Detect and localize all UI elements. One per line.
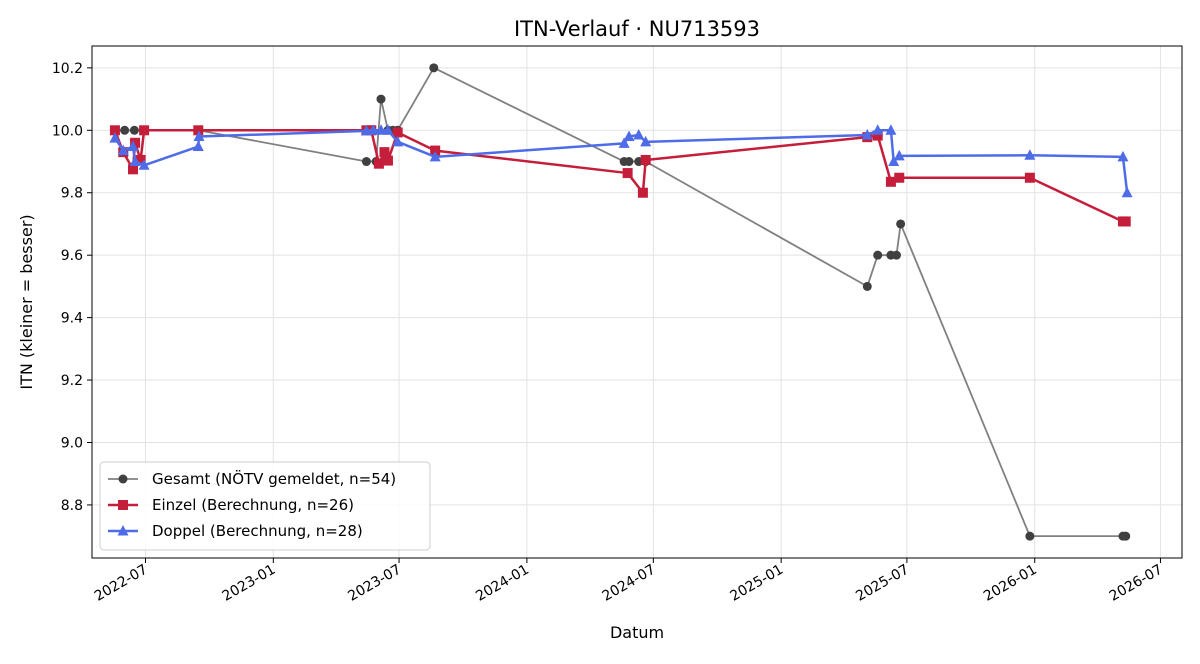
data-point xyxy=(382,124,394,135)
data-point xyxy=(624,157,634,167)
data-point xyxy=(1121,531,1131,541)
legend-swatch-marker xyxy=(118,474,128,484)
y-tick-label: 9.4 xyxy=(61,311,83,327)
legend-entry: Doppel (Berechnung, n=28) xyxy=(108,522,363,540)
y-tick-label: 9.6 xyxy=(61,248,83,264)
data-point xyxy=(1117,150,1129,162)
data-point xyxy=(127,164,138,175)
data-point xyxy=(135,154,146,165)
x-tick-label: 2026-01 xyxy=(981,562,1040,605)
data-point xyxy=(193,125,204,136)
data-point xyxy=(117,144,129,156)
data-point xyxy=(894,172,905,183)
data-point xyxy=(379,147,390,158)
data-point xyxy=(1121,186,1133,198)
x-tick-label: 2022-07 xyxy=(92,562,151,605)
data-point xyxy=(622,168,633,179)
data-point xyxy=(633,128,645,140)
x-tick-label: 2024-01 xyxy=(473,562,532,605)
data-point xyxy=(193,130,205,142)
x-axis-label: Datum xyxy=(610,623,664,642)
data-point xyxy=(373,158,384,169)
y-tick-label: 9.0 xyxy=(61,435,83,451)
legend-label: Einzel (Berechnung, n=26) xyxy=(152,496,354,514)
y-axis-ticks: 8.8 9.0 9.2 9.4 9.6 9.8 10.0 10.2 xyxy=(52,61,92,514)
data-point xyxy=(129,155,141,167)
data-point xyxy=(896,219,906,229)
data-point xyxy=(640,154,651,165)
data-point xyxy=(382,155,393,166)
legend-swatch-marker xyxy=(117,525,129,536)
x-tick-label: 2023-07 xyxy=(345,562,404,605)
y-tick-label: 9.2 xyxy=(61,373,83,389)
legend: Gesamt (NÖTV gemeldet, n=54) Einzel (Bere… xyxy=(99,461,431,551)
series-square xyxy=(109,125,1131,227)
data-point xyxy=(1024,172,1035,183)
data-point xyxy=(893,149,905,161)
data-point xyxy=(640,135,652,147)
plot-frame xyxy=(91,45,1183,559)
legend-entry: Einzel (Berechnung, n=26) xyxy=(108,496,354,514)
data-point xyxy=(429,63,439,73)
data-point xyxy=(139,125,150,136)
data-point xyxy=(872,130,883,141)
data-point xyxy=(885,124,897,135)
grid xyxy=(92,46,1182,558)
data-point xyxy=(861,128,873,140)
data-point xyxy=(885,176,896,187)
y-tick-label: 8.8 xyxy=(61,498,83,514)
data-point xyxy=(429,150,441,162)
x-tick-label: 2026-07 xyxy=(1107,562,1166,605)
data-point xyxy=(637,187,648,198)
data-point xyxy=(109,125,120,136)
data-point xyxy=(367,124,379,135)
series-triangle xyxy=(109,124,1133,198)
legend-entry: Gesamt (NÖTV gemeldet, n=54) xyxy=(108,469,396,488)
data-point xyxy=(873,250,883,260)
x-axis-ticks: 2022-07 2023-01 2023-07 2024-01 2024-07 2025-… xyxy=(92,558,1166,605)
data-point xyxy=(120,125,130,135)
data-point xyxy=(109,132,121,143)
legend-swatch-marker xyxy=(118,500,128,510)
data-point xyxy=(129,125,139,135)
x-tick-label: 2025-07 xyxy=(853,562,912,605)
data-point xyxy=(430,145,441,156)
legend-label: Doppel (Berechnung, n=28) xyxy=(152,522,363,540)
data-point xyxy=(1120,216,1131,227)
data-point xyxy=(375,124,387,135)
y-axis-label: ITN (kleiner = besser) xyxy=(17,214,36,389)
y-tick-label: 10.2 xyxy=(52,61,83,77)
data-point xyxy=(888,155,900,167)
legend-label: Gesamt (NÖTV gemeldet, n=54) xyxy=(152,469,396,488)
x-tick-label: 2024-07 xyxy=(600,562,659,605)
series-layer xyxy=(109,63,1133,541)
data-point xyxy=(138,159,150,170)
data-point xyxy=(361,157,371,167)
data-point xyxy=(618,137,630,148)
data-point xyxy=(862,281,872,291)
chart-title: ITN-Verlauf · NU713593 xyxy=(514,17,760,41)
data-point xyxy=(891,250,901,260)
data-point xyxy=(1025,531,1035,541)
data-point xyxy=(623,130,635,142)
y-tick-label: 9.8 xyxy=(61,186,83,202)
data-point xyxy=(127,140,139,152)
data-point xyxy=(392,127,403,138)
data-point xyxy=(872,124,884,135)
data-point xyxy=(1024,149,1036,160)
legend-box xyxy=(99,461,431,551)
data-point xyxy=(376,94,386,104)
x-tick-label: 2025-01 xyxy=(727,562,786,605)
data-point xyxy=(130,137,141,148)
data-point xyxy=(192,140,204,152)
x-tick-label: 2023-01 xyxy=(220,562,279,605)
y-tick-label: 10.0 xyxy=(52,123,83,139)
data-point xyxy=(392,135,404,147)
